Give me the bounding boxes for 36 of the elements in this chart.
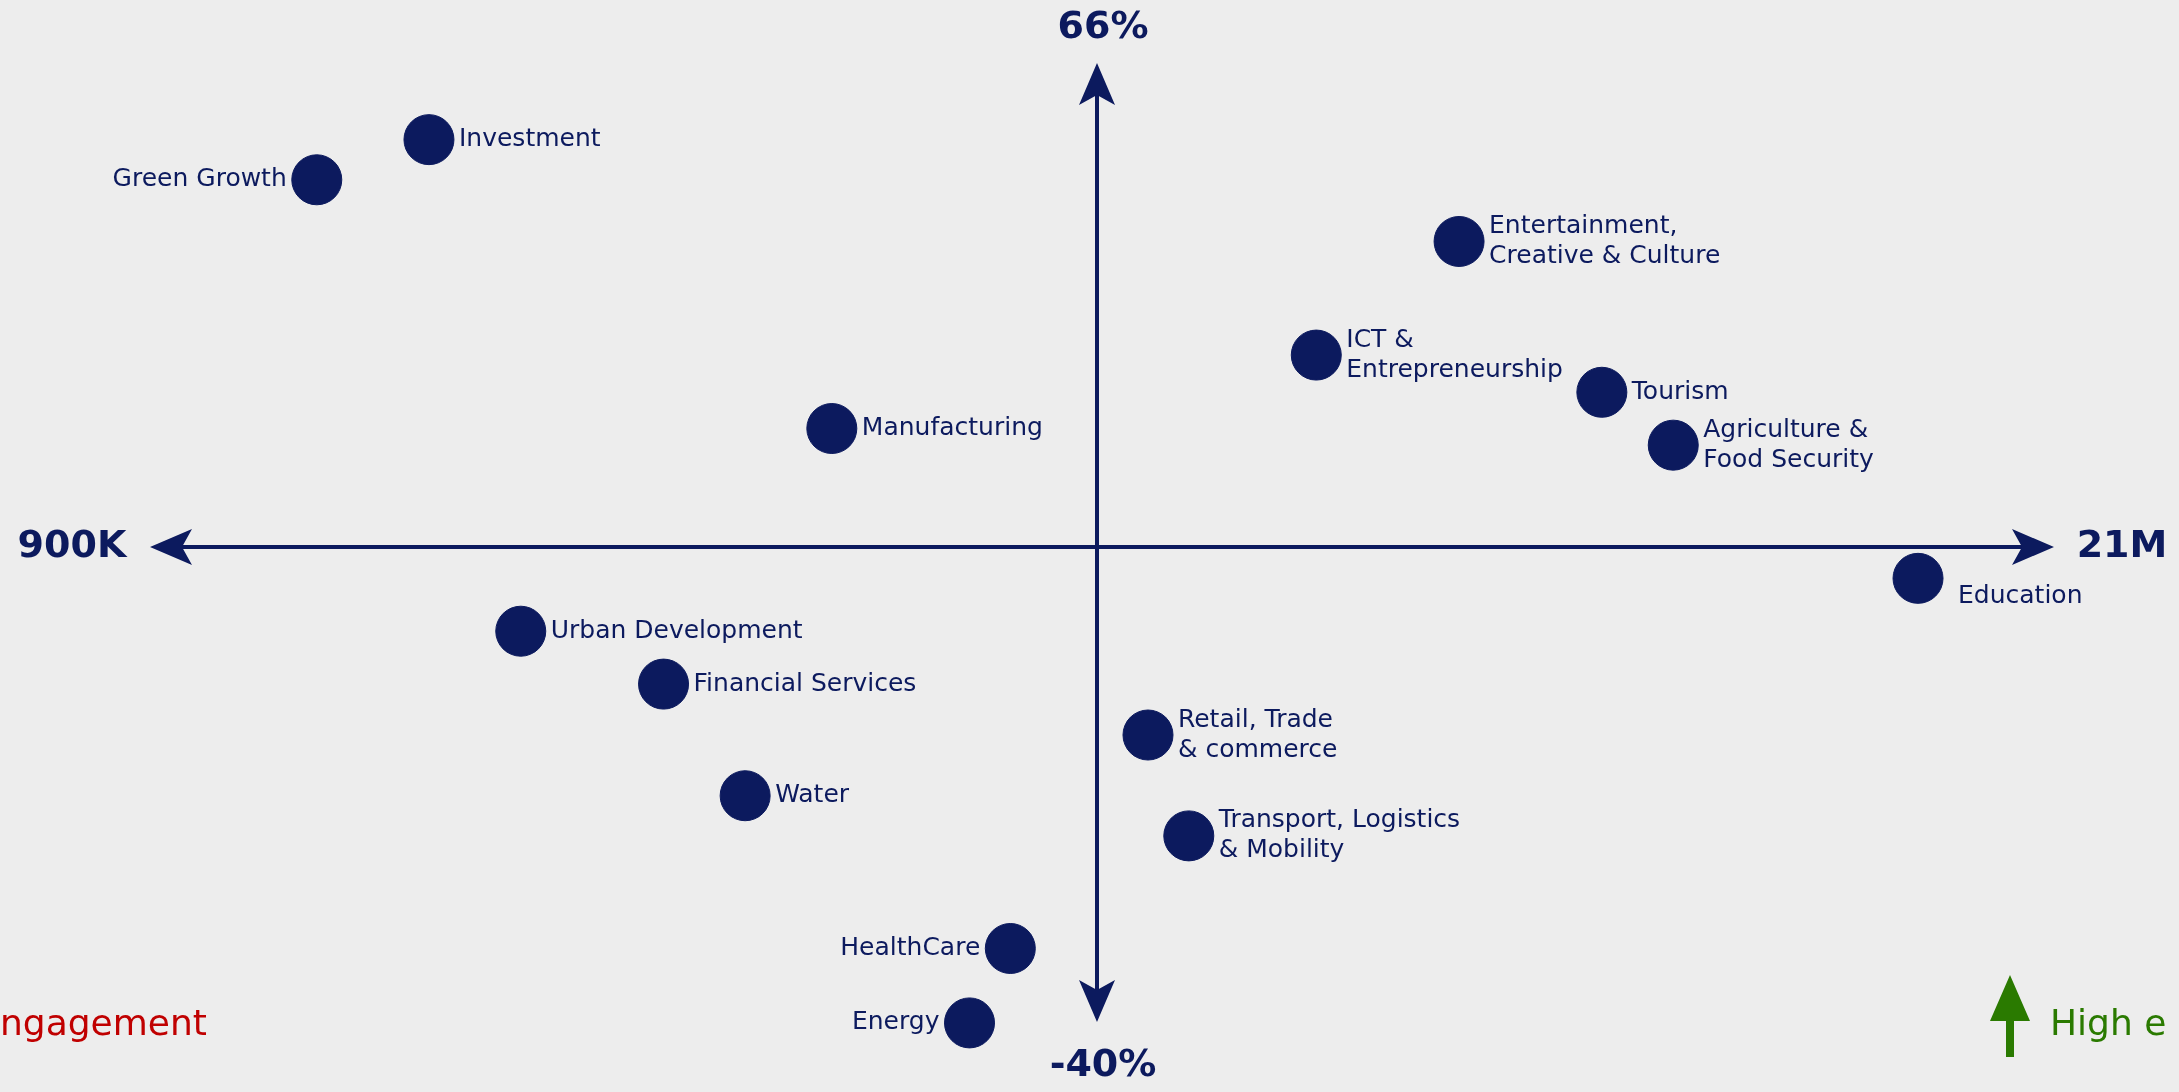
annotation: Urban Development [550, 614, 803, 644]
annotation: ICT & Entrepreneurship [1346, 323, 1563, 383]
x-tick-label: 900K [17, 521, 128, 566]
annotation: ngagement [0, 1002, 207, 1043]
annotation: Financial Services [693, 667, 917, 697]
point [944, 997, 996, 1049]
annotation: Retail, Trade & commerce [1177, 703, 1338, 763]
y-tick-label: -40% [1049, 1040, 1157, 1085]
point [1433, 215, 1485, 267]
point [1122, 709, 1174, 761]
point [719, 770, 771, 822]
annotation: Green Growth [112, 163, 287, 193]
point [1892, 552, 1944, 604]
point [1290, 329, 1342, 381]
point [403, 114, 455, 166]
point [984, 922, 1036, 974]
annotation: Manufacturing [861, 412, 1043, 442]
annotation: Transport, Logistics & Mobility [1217, 804, 1461, 864]
annotation: Tourism [1630, 375, 1729, 405]
point [1163, 810, 1215, 862]
x-tick-label: 21M [2076, 521, 2168, 566]
annotation: Water [775, 779, 850, 809]
annotation: Agriculture & Food Security [1703, 413, 1875, 473]
annotation: Education [1958, 579, 2083, 609]
point [806, 403, 858, 455]
annotation: High e [2050, 1002, 2167, 1043]
point [495, 605, 547, 657]
point [1576, 366, 1628, 418]
annotation: Energy [851, 1006, 940, 1036]
annotation: Entertainment, Creative & Culture [1489, 209, 1721, 269]
annotation: HealthCare [840, 931, 981, 961]
point [638, 658, 690, 710]
y-tick-label: 66% [1057, 2, 1149, 47]
annotation: Investment [458, 123, 601, 153]
point [1647, 419, 1699, 471]
point [291, 154, 343, 206]
